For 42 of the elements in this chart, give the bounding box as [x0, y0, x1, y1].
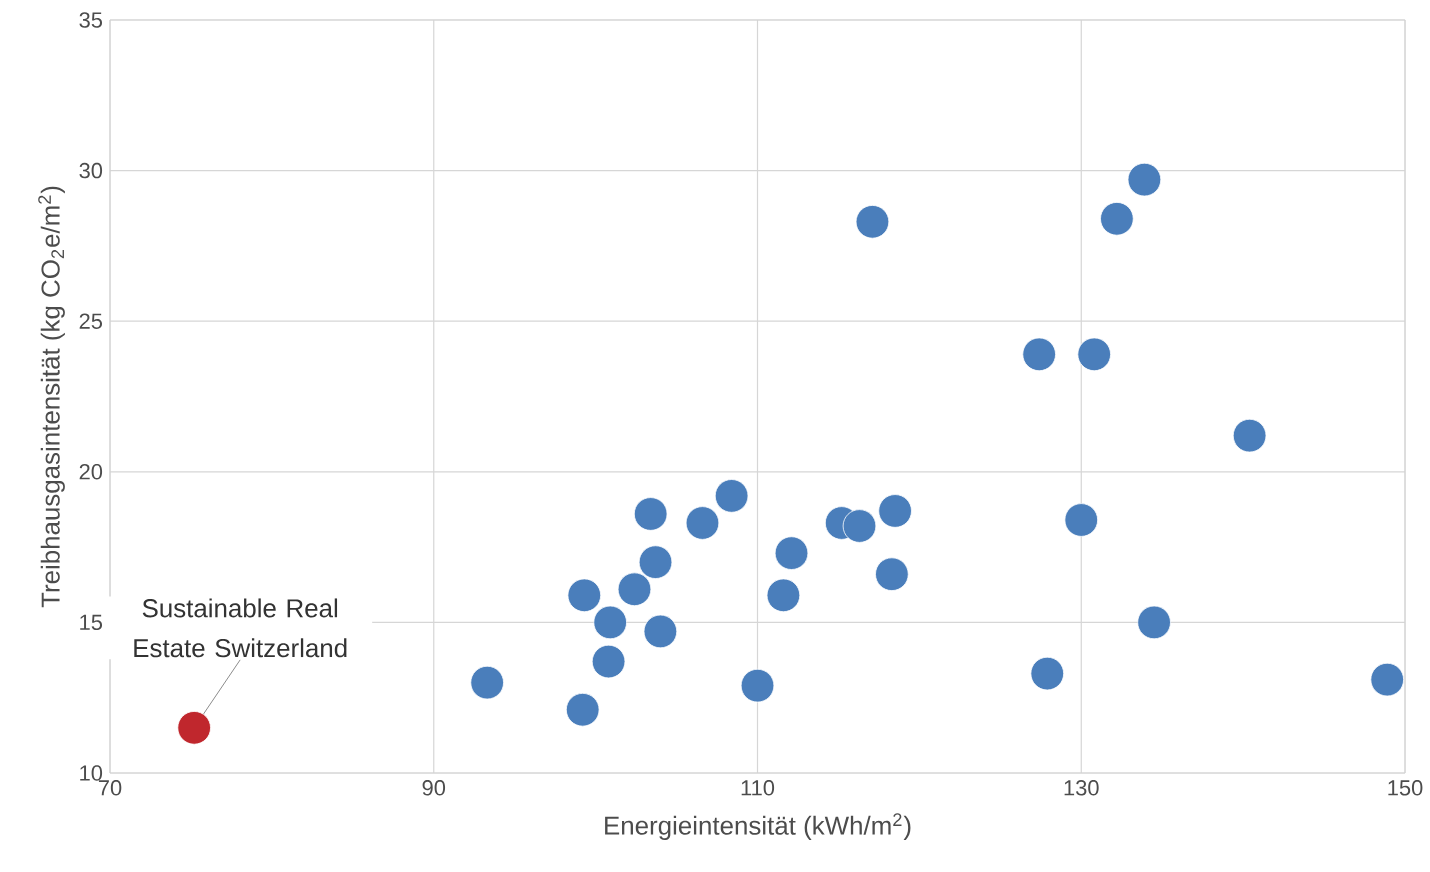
y-axis-title: Treibhausgasintensität (kg CO$_{2}$e/m$^{2}$): [38, 186, 65, 608]
point: [565, 692, 600, 727]
point: [1232, 418, 1267, 453]
y-tick-label: 15: [80, 614, 103, 631]
point: [177, 711, 211, 745]
point: [685, 506, 720, 540]
point: [1137, 605, 1171, 640]
x-tick-label: 150: [1388, 780, 1423, 796]
point: [1022, 337, 1056, 372]
point: [878, 494, 912, 528]
point: [638, 545, 673, 579]
y-tick-label: 25: [79, 313, 103, 329]
point: [1127, 162, 1162, 197]
x-axis-title: Energieintensität (kWh/m$^{2}$): [605, 813, 911, 840]
point: [643, 614, 678, 649]
point: [875, 557, 909, 592]
point: [1370, 662, 1405, 697]
point: [591, 644, 626, 679]
x-tick-label: 130: [1064, 780, 1099, 796]
point: [593, 605, 627, 640]
point: [1030, 656, 1065, 691]
point: [1077, 337, 1112, 372]
y-tick-label: 35: [79, 12, 103, 28]
point: [1100, 201, 1134, 236]
point: [1064, 503, 1099, 537]
point: [842, 509, 877, 543]
point: [774, 536, 809, 570]
point: [740, 668, 775, 703]
point: [633, 497, 668, 531]
point: [470, 665, 504, 700]
annotation: Sustainable Real Estate Switzerland: [134, 598, 347, 658]
point: [714, 479, 749, 513]
point: [617, 572, 652, 607]
x-tick-label: 110: [741, 780, 775, 796]
point: [766, 578, 801, 613]
x-tick-label: 70: [98, 780, 122, 796]
point: [855, 205, 890, 239]
point: [567, 578, 602, 613]
y-tick-label: 30: [79, 162, 103, 179]
y-tick-label: 10: [80, 765, 103, 781]
x-tick-label: 90: [422, 780, 446, 796]
y-tick-label: 20: [79, 464, 103, 480]
